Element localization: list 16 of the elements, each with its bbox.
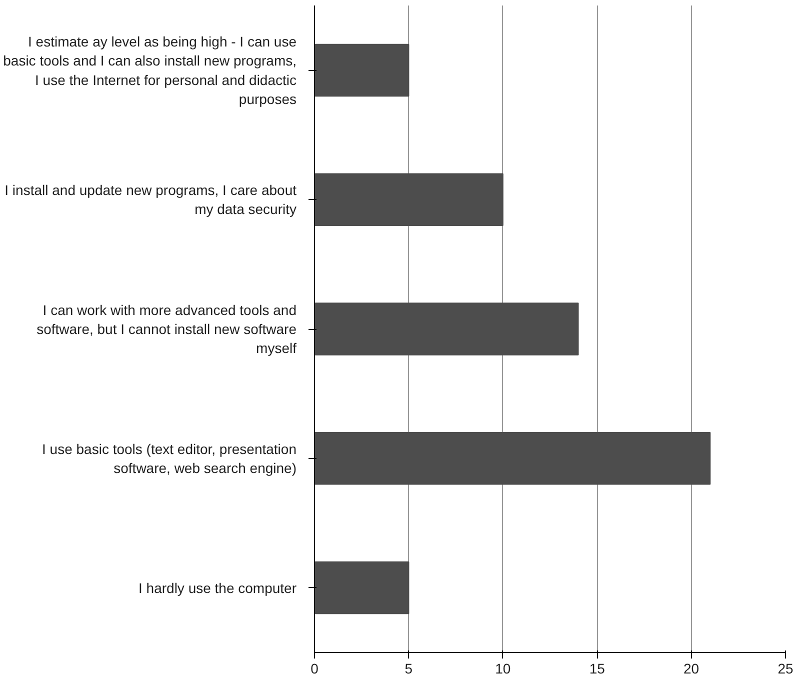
- bar: [314, 302, 579, 356]
- x-tick-label: 10: [495, 660, 511, 676]
- bar: [314, 44, 410, 97]
- x-tick-label: 20: [684, 660, 700, 676]
- y-tick-label: I hardly use the computer: [138, 580, 297, 596]
- y-tick-label: I can work with more advanced tools and software, but I cannot install new software myself: [36, 302, 297, 356]
- bar: [314, 561, 410, 614]
- bar: [314, 173, 504, 226]
- y-tick-label: I install and update new programs, I care about my data security: [4, 182, 297, 218]
- x-tick-label: 15: [589, 660, 606, 676]
- bar: [314, 432, 711, 485]
- y-tick-label: I estimate ay level as being high - I can use basic tools and I can also install new programs, I use the Internet for personal and didactic purposes: [3, 33, 297, 107]
- y-tick-label: I use basic tools (text editor, presentation software, web search engine): [42, 440, 297, 476]
- x-tick-label: 5: [404, 660, 413, 676]
- x-tick-label: 0: [310, 660, 319, 676]
- x-tick-label: 25: [778, 660, 794, 676]
